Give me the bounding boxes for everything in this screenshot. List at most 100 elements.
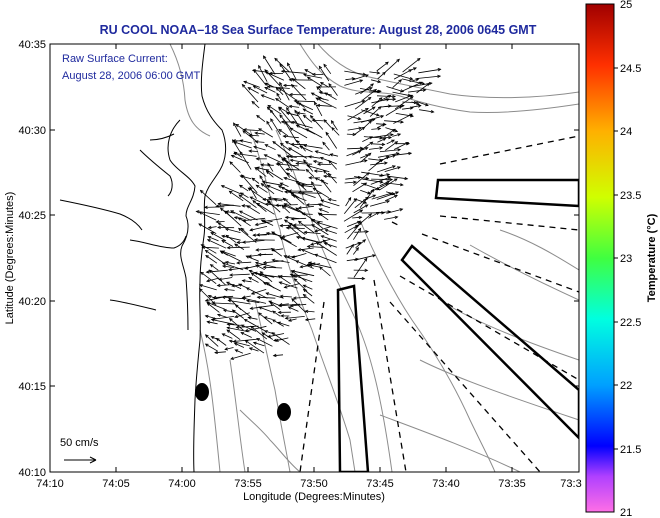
current-vector-head [204, 298, 209, 302]
current-vector [355, 239, 366, 249]
current-vector [347, 221, 362, 240]
current-vector-head [372, 254, 377, 258]
current-vector [289, 105, 300, 108]
current-vector [278, 275, 291, 285]
current-vector-head [294, 109, 298, 114]
current-vector [384, 128, 396, 138]
current-vector [221, 235, 241, 241]
current-vector [353, 204, 368, 214]
current-vector-head [417, 104, 422, 108]
current-vector-head [300, 192, 305, 196]
current-vector [296, 163, 313, 165]
current-vector [303, 288, 313, 297]
current-vector-head [204, 249, 209, 254]
current-vector [324, 92, 337, 101]
current-vector-head [265, 169, 270, 173]
current-vector [238, 227, 257, 243]
current-vector-head [322, 141, 326, 146]
current-vector [379, 211, 391, 213]
current-vector [224, 289, 235, 291]
current-vector [344, 181, 357, 184]
current-vector-head [218, 277, 223, 281]
beam-southeast [400, 244, 579, 440]
current-vector [317, 104, 332, 107]
current-vector [379, 180, 390, 187]
current-vector [290, 192, 305, 205]
current-vector-head [206, 301, 211, 305]
current-vector-head [312, 187, 317, 191]
current-vector [354, 97, 372, 110]
current-vector [387, 175, 408, 180]
current-vector-head [397, 166, 401, 170]
current-vector-head [378, 97, 383, 101]
current-vector [311, 224, 329, 236]
y-axis-label: Latitude (Degrees:Minutes) [4, 192, 16, 325]
current-vector-head [253, 271, 258, 275]
current-vector [299, 145, 313, 153]
current-vector-head [305, 168, 310, 173]
current-vector [234, 312, 250, 318]
current-vector [371, 143, 385, 145]
current-vector [250, 226, 268, 231]
current-vector-head [385, 156, 390, 160]
current-vector [331, 127, 340, 136]
current-vector-head [277, 321, 282, 325]
current-vector-head [398, 105, 403, 109]
current-vector [255, 132, 265, 135]
current-vector [263, 55, 276, 75]
current-vector-head [295, 180, 300, 184]
current-vector-head [359, 146, 364, 150]
current-vector [243, 129, 260, 131]
current-vector [226, 281, 242, 290]
current-vector-head [254, 222, 259, 226]
current-vector [229, 273, 250, 276]
current-vector-head [415, 78, 420, 82]
current-vector [209, 269, 226, 286]
current-vector [376, 123, 385, 129]
current-vector [386, 139, 395, 145]
current-vector [296, 124, 316, 135]
current-vector [323, 64, 332, 75]
current-vector [200, 190, 217, 205]
current-vector-head [400, 120, 405, 124]
current-vector [416, 83, 430, 94]
current-vector [254, 167, 267, 177]
current-vector-head [302, 114, 307, 119]
current-vector-head [364, 204, 369, 208]
current-vector-head [275, 203, 279, 207]
current-vector [222, 333, 233, 339]
radial-lines [299, 135, 579, 472]
current-vector [267, 105, 282, 115]
current-vector [284, 283, 300, 288]
current-vector [331, 120, 338, 131]
current-vector-head [203, 205, 208, 209]
current-vector-head [233, 342, 238, 346]
current-vector-head [365, 74, 369, 78]
current-vector-head [222, 308, 227, 313]
current-vector-head [264, 202, 269, 207]
current-vector-head [284, 316, 289, 320]
current-vector [279, 88, 298, 101]
current-vector-head [320, 235, 325, 239]
current-vector [218, 203, 241, 207]
current-vector-head [387, 104, 392, 108]
y-axis: 40:35 40:30 40:25 40:20 40:15 40:10 [18, 39, 579, 479]
current-vector [230, 352, 251, 360]
current-vector [368, 147, 383, 150]
current-vector [253, 85, 268, 94]
current-vector-head [207, 236, 212, 240]
current-vector-head [199, 189, 204, 194]
current-vector [225, 347, 234, 350]
current-vector-head [357, 116, 362, 121]
current-vector [377, 71, 386, 80]
current-vector-head [230, 356, 234, 360]
current-vector [392, 91, 411, 97]
current-vector [347, 115, 361, 120]
current-vector [323, 175, 337, 179]
current-vector [305, 318, 316, 321]
current-vector-head [247, 87, 252, 91]
current-vector-head [247, 187, 252, 191]
current-vector-head [215, 337, 220, 342]
current-vector-head [299, 265, 304, 269]
current-vector [261, 183, 275, 195]
